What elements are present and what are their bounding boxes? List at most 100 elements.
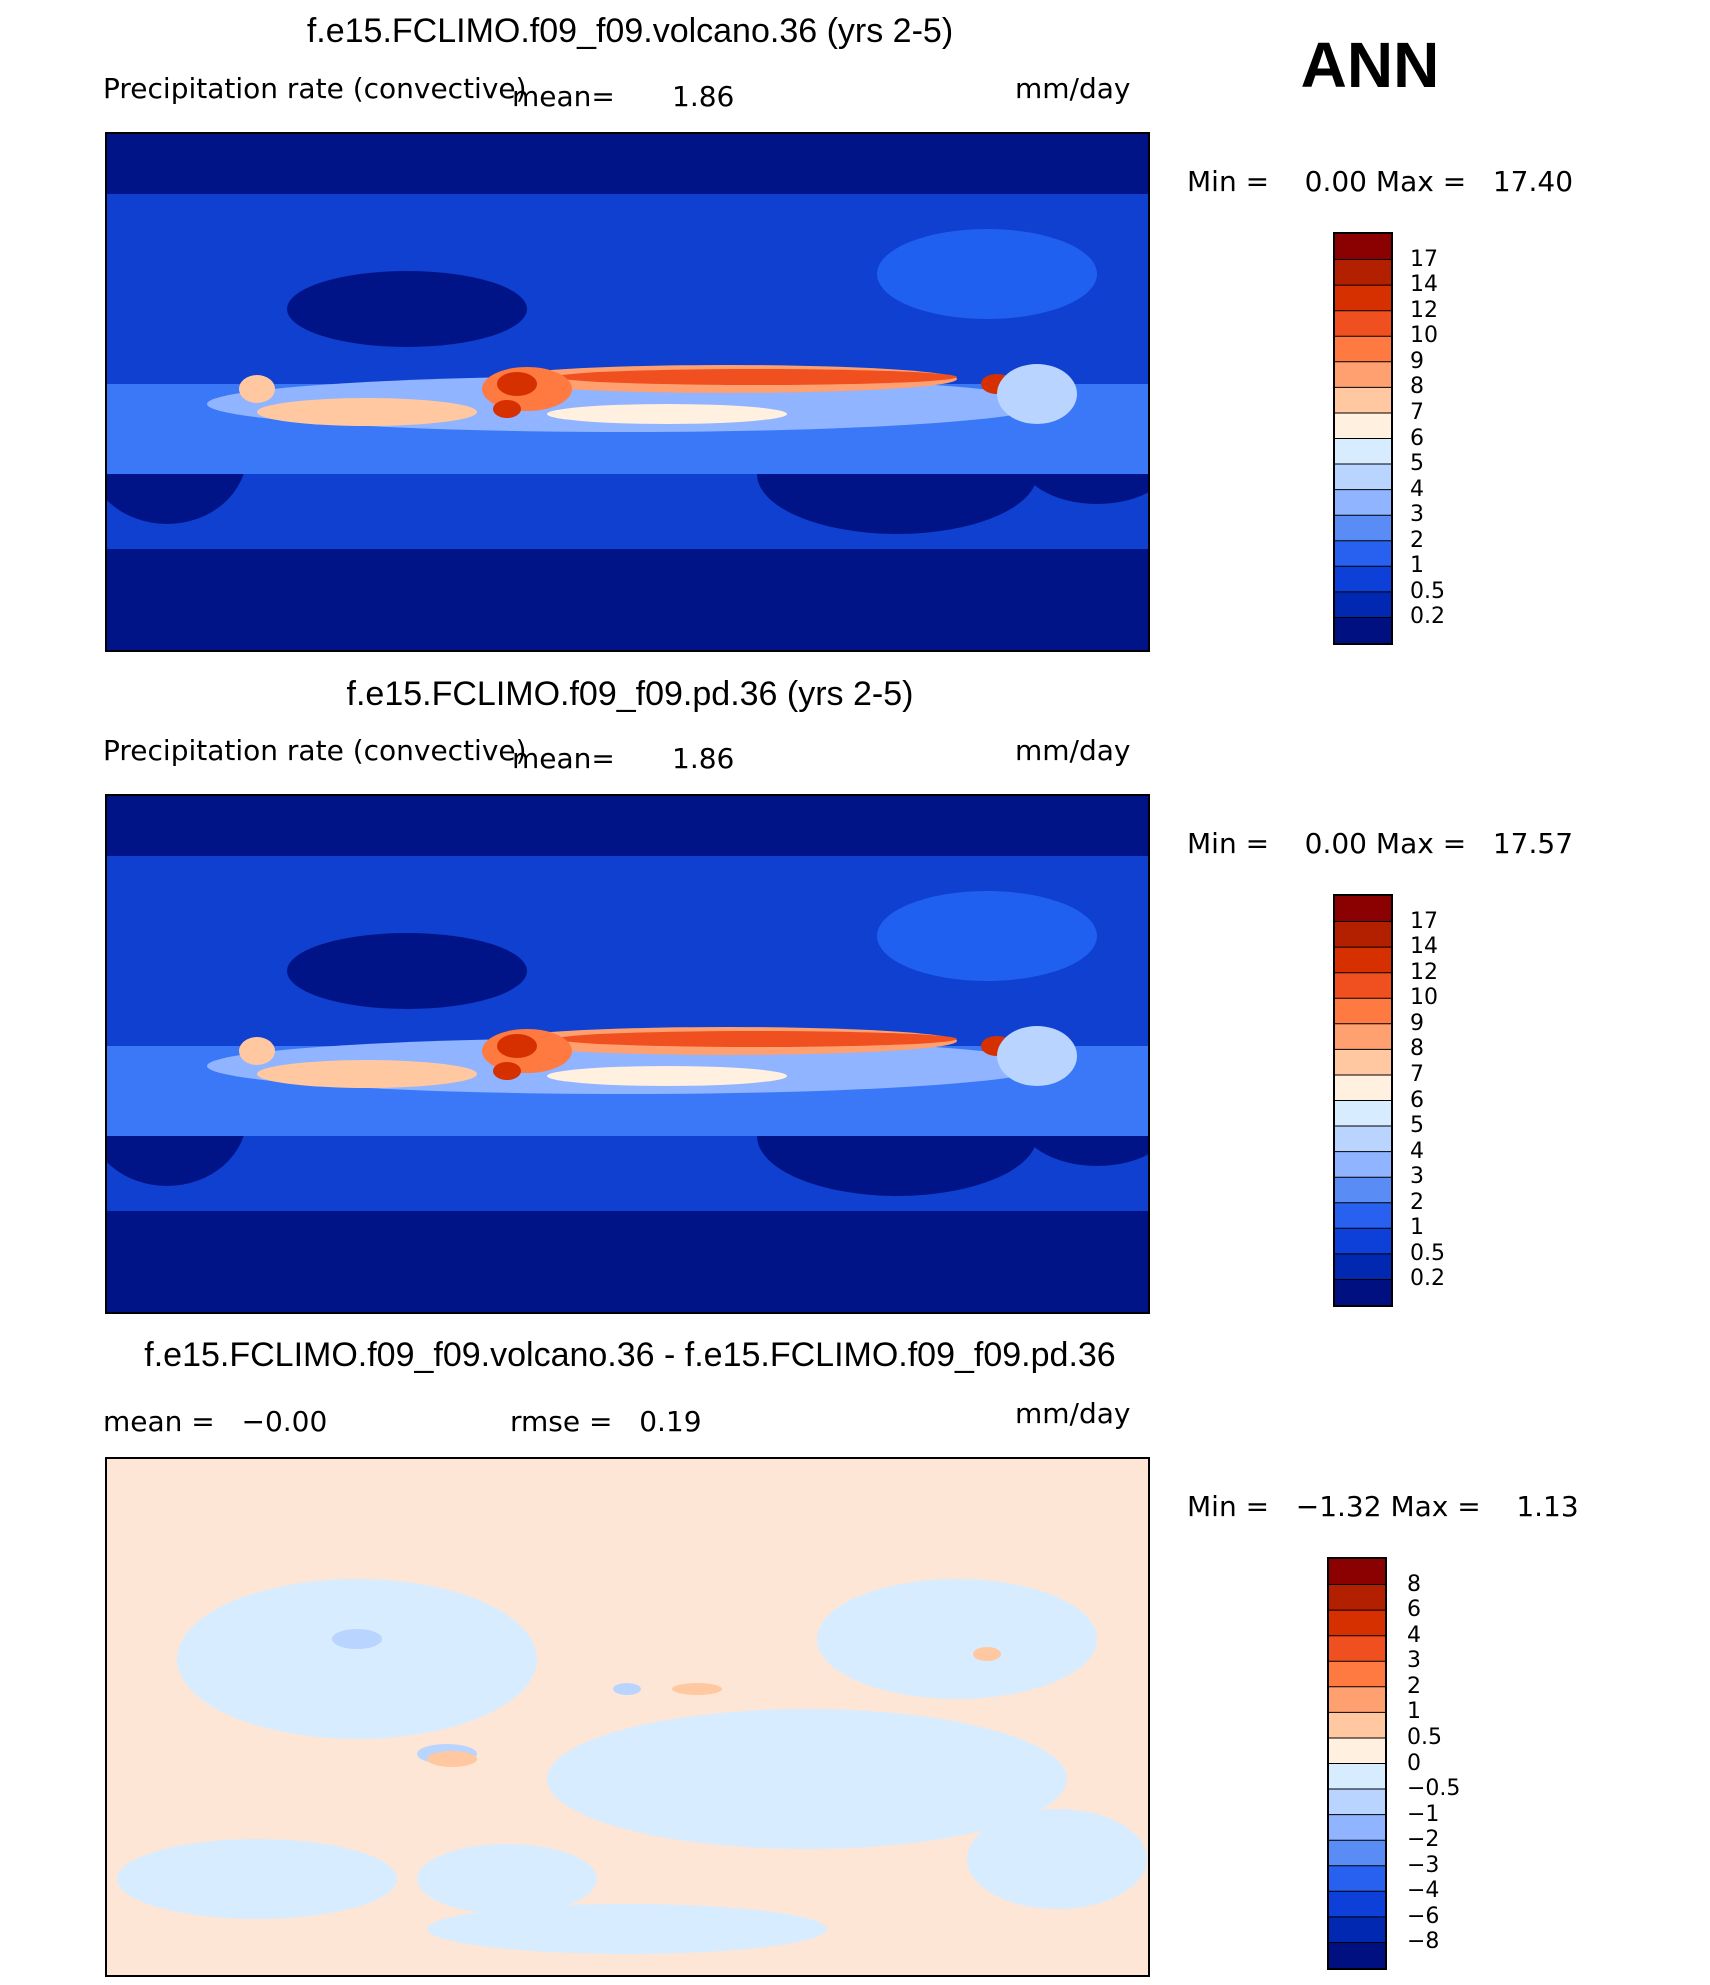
colorbar-tick-label: 3: [1410, 502, 1424, 528]
colorbar-swatch: [1329, 1737, 1385, 1764]
colorbar-swatch: [1335, 234, 1391, 261]
colorbar-swatch: [1335, 412, 1391, 439]
colorbar-tick-label: 6: [1410, 425, 1424, 451]
colorbar-tick-label: 2: [1410, 527, 1424, 553]
panel-1-min-value: 0.00: [1304, 165, 1367, 198]
panel-1-min-label: Min =: [1187, 165, 1270, 198]
panel-1-max-value: 17.40: [1492, 165, 1574, 198]
panel-2-mean-label: mean=: [512, 742, 615, 775]
colorbar-swatch: [1335, 361, 1391, 388]
colorbar-swatch: [1335, 489, 1391, 516]
colorbar-swatch: [1335, 921, 1391, 948]
colorbar-tick-label: 3: [1410, 1164, 1424, 1190]
panel-2-mean-value: 1.86: [672, 742, 735, 775]
colorbar-swatch: [1335, 1126, 1391, 1153]
colorbar-tick-label: 5: [1410, 451, 1424, 477]
colorbar-swatch: [1329, 1712, 1385, 1739]
panel-3-rmse-value: 0.19: [639, 1405, 702, 1438]
colorbar-swatch: [1335, 310, 1391, 337]
colorbar-swatch: [1335, 1228, 1391, 1255]
season-label: ANN: [1300, 29, 1440, 101]
colorbar-swatch: [1329, 1584, 1385, 1611]
colorbar-tick-label: 12: [1410, 959, 1438, 985]
colorbar-tick-label: 17: [1410, 908, 1438, 934]
colorbar-swatch: [1335, 540, 1391, 567]
panel-1-units: mm/day: [1015, 72, 1131, 105]
colorbar-swatch: [1329, 1840, 1385, 1867]
colorbar-swatch: [1335, 515, 1391, 542]
colorbar-tick-label: 2: [1410, 1189, 1424, 1215]
panel-3-max-value: 1.13: [1516, 1490, 1579, 1523]
panel-1-mean-value: 1.86: [672, 80, 735, 113]
panel-3-units: mm/day: [1015, 1397, 1131, 1430]
colorbar-swatch: [1335, 1202, 1391, 1229]
panel-1-colorbar-svg: [1335, 234, 1391, 643]
colorbar-swatch: [1335, 591, 1391, 618]
colorbar-tick-label: 3: [1407, 1648, 1421, 1674]
colorbar-swatch: [1335, 1253, 1391, 1280]
panel-3-max-label: Max =: [1390, 1490, 1481, 1523]
panel-3-min-value: −1.32: [1295, 1490, 1382, 1523]
colorbar-swatch: [1335, 1100, 1391, 1127]
colorbar-swatch: [1335, 1151, 1391, 1178]
colorbar-tick-label: 2: [1407, 1673, 1421, 1699]
colorbar-tick-label: 1: [1410, 1215, 1424, 1241]
colorbar-swatch: [1329, 1942, 1385, 1968]
colorbar-swatch: [1329, 1559, 1385, 1586]
panel-3-colorbar-svg: [1329, 1559, 1385, 1968]
colorbar-tick-label: −0.5: [1407, 1776, 1461, 1802]
panel-2-variable: Precipitation rate (convective): [103, 734, 527, 767]
colorbar-swatch: [1335, 1049, 1391, 1076]
colorbar-tick-label: 12: [1410, 297, 1438, 323]
colorbar-tick-label: 6: [1410, 1087, 1424, 1113]
colorbar-tick-label: 6: [1407, 1597, 1421, 1623]
panel-2-colorbar: [1333, 894, 1393, 1307]
colorbar-tick-label: 0.5: [1407, 1724, 1442, 1750]
colorbar-tick-label: 0.2: [1410, 1266, 1445, 1292]
colorbar-swatch: [1335, 972, 1391, 999]
colorbar-swatch: [1329, 1865, 1385, 1892]
panel-1-minmax: Min = 0.00 Max = 17.40: [1187, 165, 1573, 198]
colorbar-swatch: [1335, 438, 1391, 465]
colorbar-tick-label: −8: [1407, 1929, 1440, 1955]
colorbar-swatch: [1335, 566, 1391, 593]
colorbar-tick-label: 1: [1407, 1699, 1421, 1725]
colorbar-swatch: [1329, 1610, 1385, 1637]
colorbar-tick-label: 8: [1410, 1036, 1424, 1062]
colorbar-tick-label: 9: [1410, 1010, 1424, 1036]
panel-3-mean-label: mean =: [103, 1405, 215, 1438]
colorbar-swatch: [1335, 464, 1391, 491]
panel-1-max-label: Max =: [1375, 165, 1467, 198]
colorbar-tick-label: 14: [1410, 934, 1438, 960]
colorbar-tick-label: 0: [1407, 1750, 1421, 1776]
colorbar-swatch: [1329, 1686, 1385, 1713]
colorbar-tick-label: 0.5: [1410, 578, 1445, 604]
panel-3-mean-value: −0.00: [241, 1405, 328, 1438]
colorbar-swatch: [1335, 336, 1391, 363]
colorbar-swatch: [1335, 1074, 1391, 1101]
colorbar-tick-label: 7: [1410, 399, 1424, 425]
colorbar-tick-label: −3: [1407, 1852, 1440, 1878]
colorbar-swatch: [1329, 1763, 1385, 1790]
panel-2-units: mm/day: [1015, 734, 1131, 767]
colorbar-swatch: [1335, 387, 1391, 414]
panel-2-max-value: 17.57: [1492, 827, 1574, 860]
colorbar-swatch: [1329, 1891, 1385, 1918]
panel-3-min-label: Min =: [1187, 1490, 1270, 1523]
panel-3-map: [105, 1457, 1150, 1977]
colorbar-swatch: [1335, 998, 1391, 1025]
colorbar-tick-label: 14: [1410, 272, 1438, 298]
panel-2-max-label: Max =: [1375, 827, 1467, 860]
colorbar-swatch: [1335, 896, 1391, 923]
colorbar-swatch: [1335, 617, 1391, 643]
colorbar-tick-label: −1: [1407, 1801, 1440, 1827]
panel-1-title: f.e15.FCLIMO.f09_f09.volcano.36 (yrs 2-5…: [306, 12, 954, 50]
colorbar-tick-label: 8: [1407, 1571, 1421, 1597]
colorbar-swatch: [1335, 285, 1391, 312]
colorbar-tick-label: −6: [1407, 1903, 1440, 1929]
colorbar-tick-label: −2: [1407, 1827, 1440, 1853]
colorbar-tick-label: 8: [1410, 374, 1424, 400]
panel-2-min-label: Min =: [1187, 827, 1270, 860]
colorbar-tick-label: −4: [1407, 1878, 1440, 1904]
panel-1-colorbar: [1333, 232, 1393, 645]
